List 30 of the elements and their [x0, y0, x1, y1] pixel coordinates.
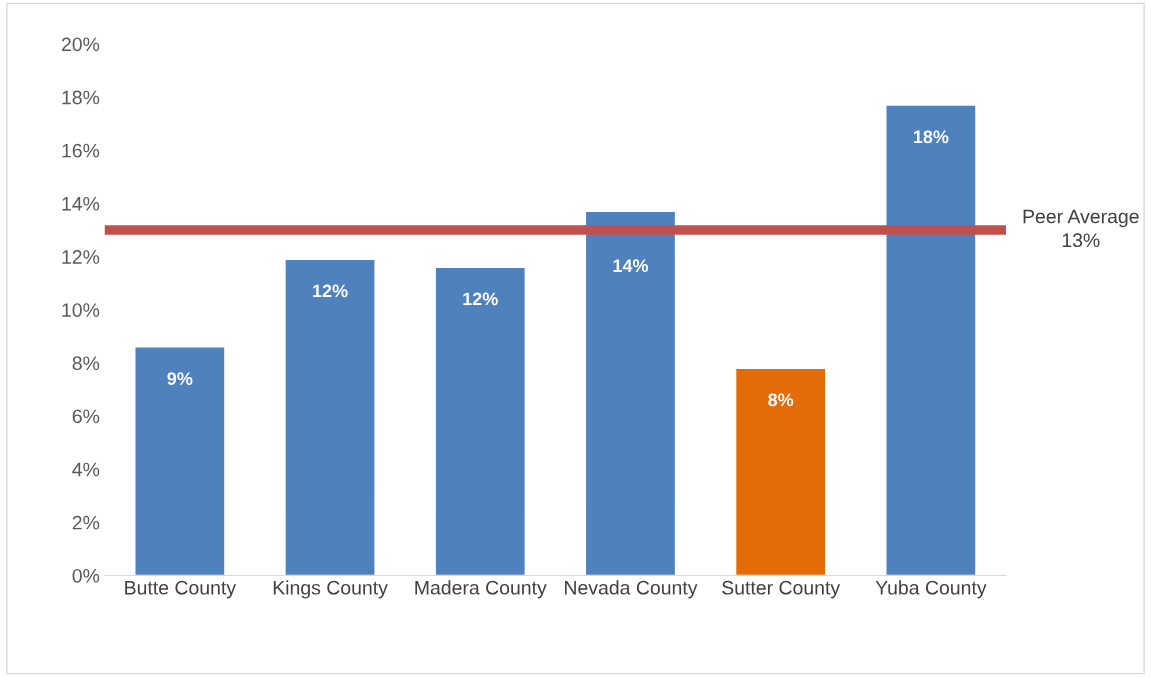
y-tick-label: 6%	[72, 409, 100, 424]
y-tick-label: 12%	[62, 250, 100, 264]
y-tick-label: 10%	[62, 303, 100, 317]
x-tick-label: Yuba County	[875, 580, 987, 599]
data-label: 12%	[463, 292, 498, 306]
x-tick-label: Nevada County	[565, 580, 698, 599]
y-tick-label: 18%	[62, 90, 100, 105]
data-label: 9%	[167, 372, 193, 385]
y-tick-label: 0%	[72, 568, 100, 583]
y-tick-label: 2%	[72, 515, 100, 530]
x-tick-label: Madera County	[415, 580, 547, 599]
bar	[734, 367, 827, 576]
x-tick-label: Butte County	[125, 580, 237, 599]
ref-line-label: Peer Average 13%	[1023, 209, 1139, 248]
bar	[584, 210, 677, 576]
bar	[885, 104, 977, 576]
y-tick-label: 16%	[62, 143, 100, 158]
x-tick-label: Kings County	[273, 580, 388, 599]
data-label: 8%	[768, 393, 794, 407]
y-tick-label: 4%	[72, 462, 100, 477]
x-tick-label: Sutter County	[722, 580, 841, 599]
y-tick-label: 8%	[72, 356, 100, 371]
bar	[434, 266, 527, 576]
data-label: 18%	[913, 130, 949, 144]
y-tick-label: 14%	[62, 196, 100, 211]
data-label: 14%	[613, 259, 649, 273]
bar	[284, 258, 376, 576]
data-label: 12%	[313, 284, 348, 298]
bar	[134, 346, 226, 576]
y-tick-label: 20%	[61, 37, 100, 52]
